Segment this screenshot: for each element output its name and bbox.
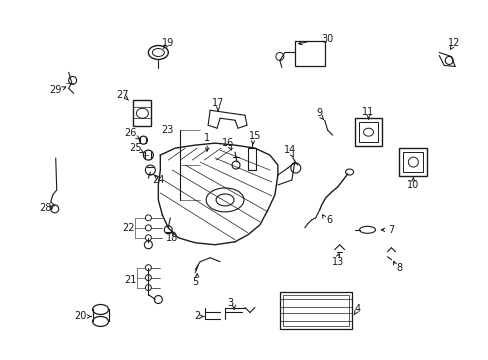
Text: 16: 16 [222, 138, 234, 148]
Text: 18: 18 [166, 233, 178, 243]
Text: 5: 5 [192, 276, 198, 287]
Text: 1: 1 [203, 133, 210, 143]
Text: 21: 21 [124, 275, 136, 285]
Bar [399, 148, 427, 176]
Bar [282, 294, 348, 327]
Text: 7: 7 [387, 225, 394, 235]
Text: 3: 3 [226, 297, 233, 307]
Text: 12: 12 [447, 37, 459, 48]
Bar [354, 118, 382, 146]
Text: 2: 2 [194, 311, 200, 321]
Bar [247, 148, 255, 170]
Text: 19: 19 [162, 37, 174, 48]
Text: 30: 30 [321, 33, 333, 44]
Text: 29: 29 [49, 85, 62, 95]
Text: 20: 20 [74, 311, 87, 321]
Text: 8: 8 [396, 263, 402, 273]
Text: 11: 11 [362, 107, 374, 117]
Bar [133, 100, 151, 126]
Text: 28: 28 [40, 203, 52, 213]
Text: 10: 10 [407, 180, 419, 190]
Text: 26: 26 [124, 128, 136, 138]
Text: 23: 23 [161, 125, 173, 135]
Text: 17: 17 [211, 98, 224, 108]
Bar [294, 41, 324, 67]
Text: 9: 9 [316, 108, 322, 118]
Text: 4: 4 [354, 305, 360, 315]
Text: 27: 27 [116, 90, 128, 100]
Text: 15: 15 [248, 131, 261, 141]
Bar [358, 122, 378, 142]
Text: 13: 13 [331, 257, 343, 267]
Text: 14: 14 [283, 145, 295, 155]
Text: 25: 25 [129, 143, 142, 153]
Bar [279, 292, 351, 329]
Bar [403, 152, 423, 172]
Text: 24: 24 [152, 175, 164, 185]
Text: 6: 6 [326, 215, 332, 225]
Text: 22: 22 [122, 223, 134, 233]
